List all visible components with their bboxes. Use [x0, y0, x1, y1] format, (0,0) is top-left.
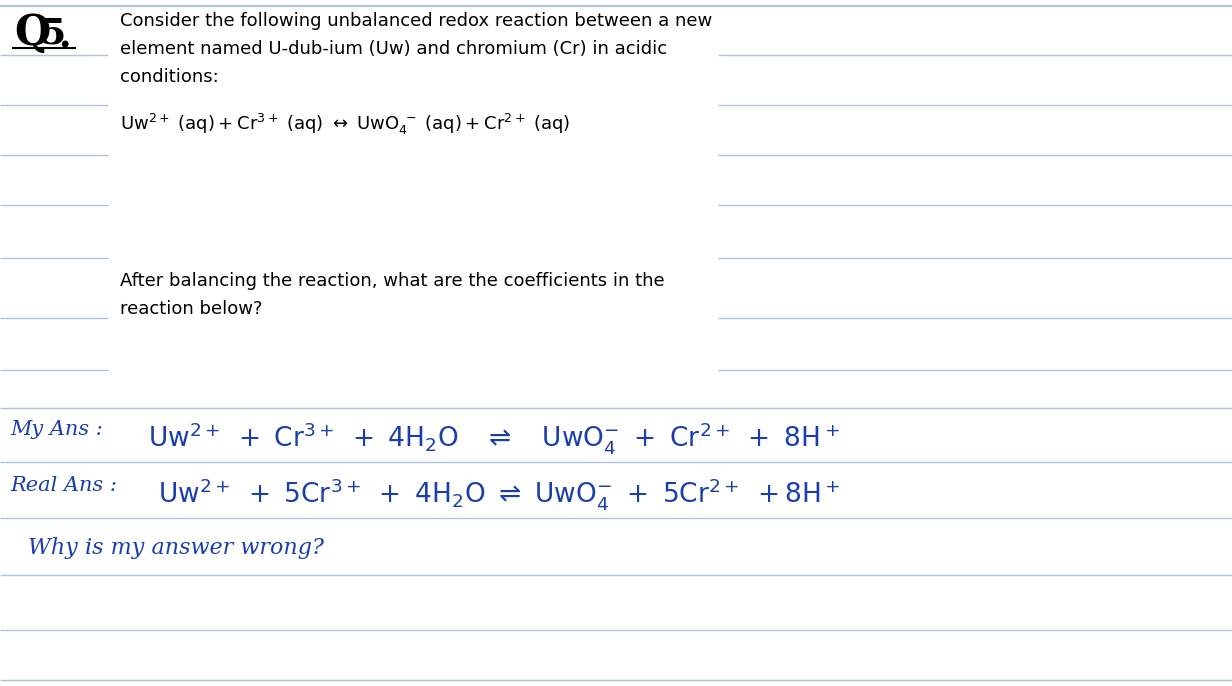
Text: element named U-dub-ium (Uw) and chromium (Cr) in acidic: element named U-dub-ium (Uw) and chromiu…	[120, 40, 667, 58]
Text: $\mathrm{Uw^{2+}\ +\ Cr^{3+}\ +\ 4H_2O\quad\rightleftharpoons\quad UwO_4^{-}\ +\: $\mathrm{Uw^{2+}\ +\ Cr^{3+}\ +\ 4H_2O\q…	[148, 420, 840, 456]
Text: $\mathrm{Uw^{2+}\ (aq) + Cr^{3+}\ (aq)\ \leftrightarrow\ UwO_4^{\ -}\ (aq) + Cr^: $\mathrm{Uw^{2+}\ (aq) + Cr^{3+}\ (aq)\ …	[120, 112, 570, 137]
Text: 5: 5	[41, 17, 67, 51]
Text: $\mathrm{Uw^{2+}\ +\ 5Cr^{3+}\ +\ 4H_2O\ \rightleftharpoons\ UwO_4^{-}\ +\ 5Cr^{: $\mathrm{Uw^{2+}\ +\ 5Cr^{3+}\ +\ 4H_2O\…	[158, 476, 840, 512]
Text: Real Ans :: Real Ans :	[10, 476, 117, 495]
Text: .: .	[58, 21, 70, 55]
Text: reaction below?: reaction below?	[120, 300, 262, 318]
Text: My Ans :: My Ans :	[10, 420, 102, 439]
Text: conditions:: conditions:	[120, 68, 219, 86]
Text: After balancing the reaction, what are the coefficients in the: After balancing the reaction, what are t…	[120, 272, 664, 290]
Text: Why is my answer wrong?: Why is my answer wrong?	[28, 537, 324, 559]
Text: Consider the following unbalanced redox reaction between a new: Consider the following unbalanced redox …	[120, 12, 712, 30]
Text: Q: Q	[14, 12, 51, 54]
